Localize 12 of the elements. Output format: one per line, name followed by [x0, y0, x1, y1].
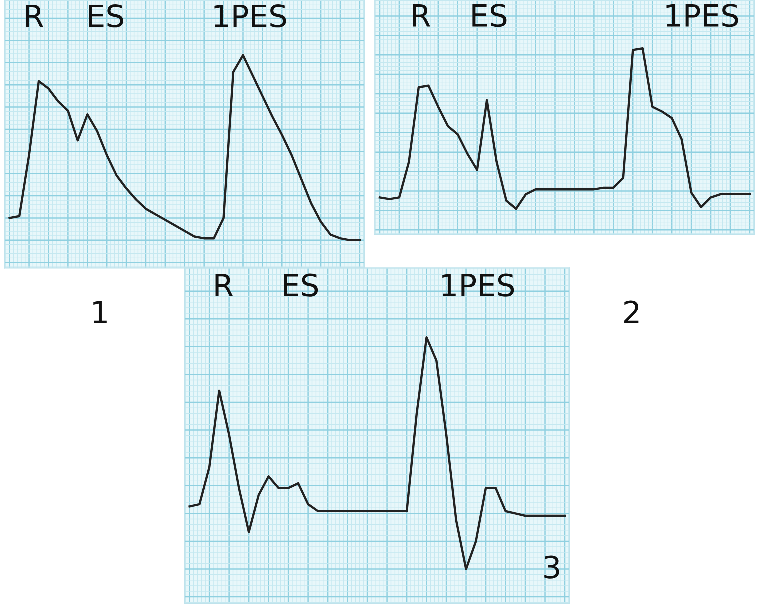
text: 1PES — [214, 4, 286, 28]
text: 1 — [94, 301, 107, 324]
text: 1PES — [442, 274, 514, 297]
text: ES — [284, 274, 318, 297]
text: ES — [472, 4, 507, 28]
text: 3 — [544, 556, 560, 579]
text: R — [26, 4, 44, 28]
text: R — [413, 4, 430, 27]
text: R — [216, 274, 234, 296]
text: 1PES — [666, 4, 738, 28]
text: ES — [89, 4, 124, 28]
text: 2 — [624, 300, 639, 324]
